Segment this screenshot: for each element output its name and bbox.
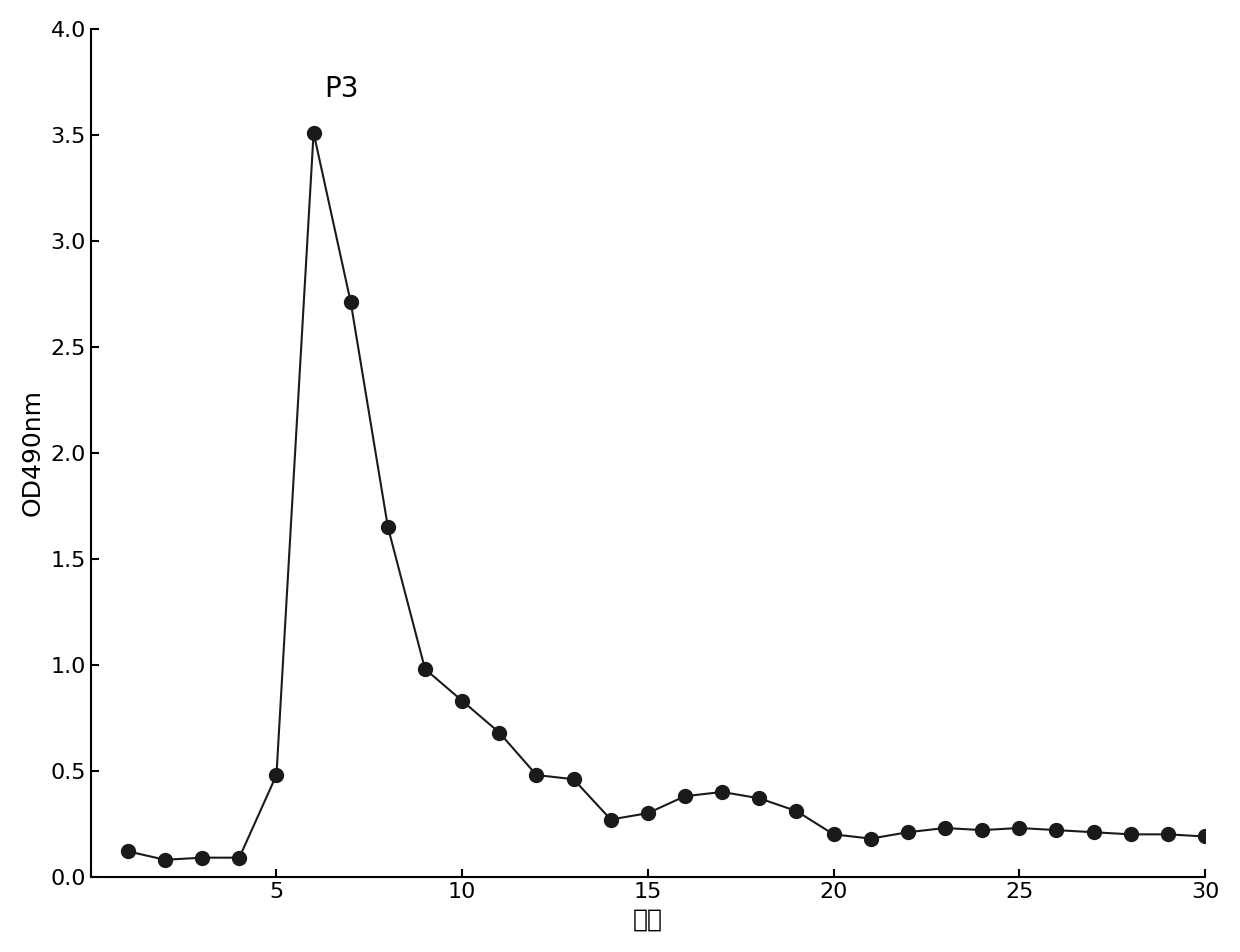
Text: P3: P3 <box>325 75 360 103</box>
Y-axis label: OD490nm: OD490nm <box>21 389 45 516</box>
X-axis label: 管数: 管数 <box>632 907 663 931</box>
